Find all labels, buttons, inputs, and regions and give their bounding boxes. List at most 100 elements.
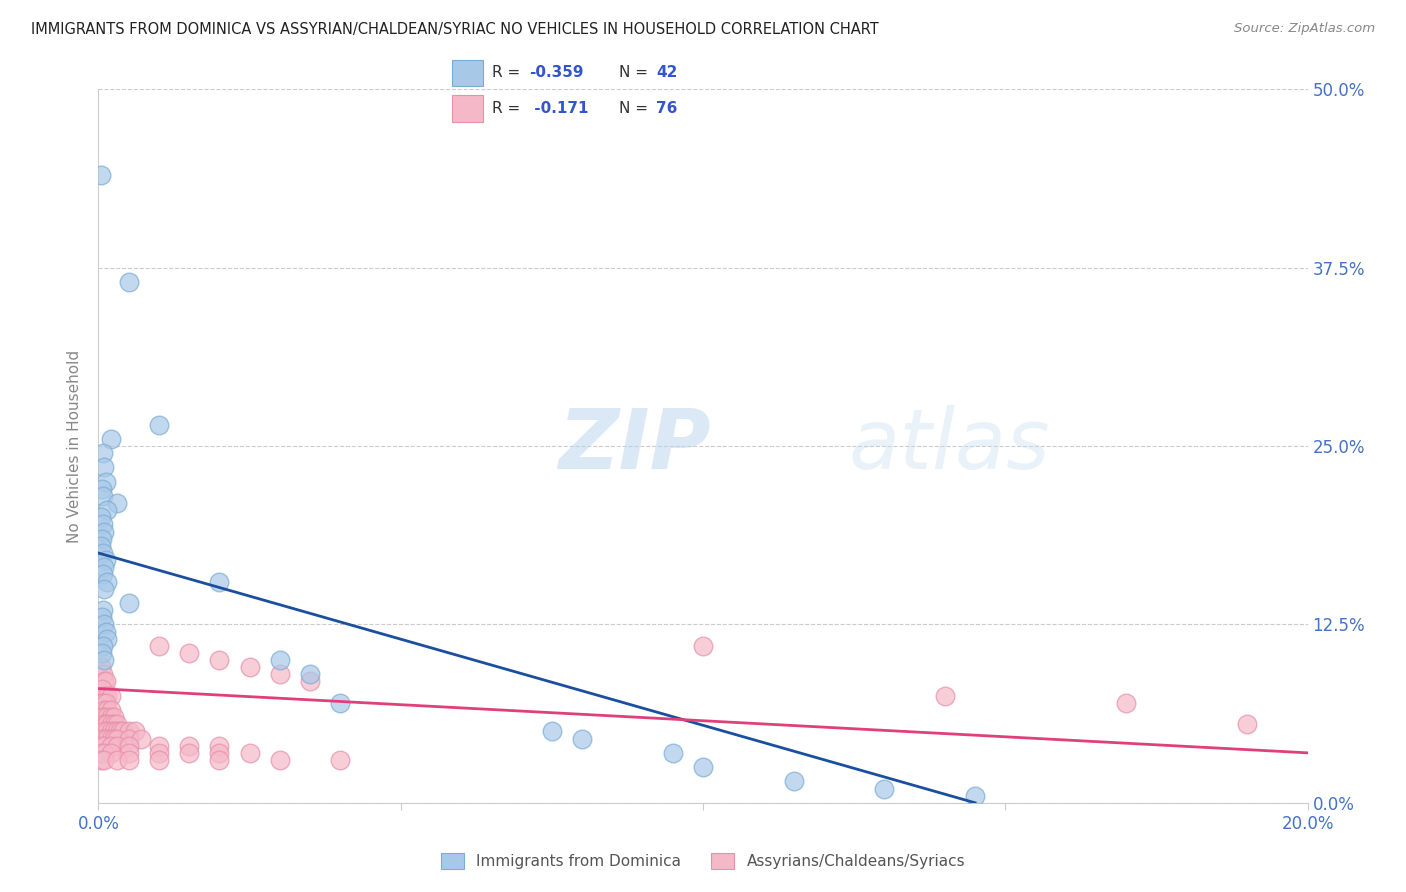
- Point: [94, 674, 117, 689]
- Point: [103, 710, 125, 724]
- Text: atlas: atlas: [848, 406, 1050, 486]
- Point: [91, 681, 114, 696]
- Point: [661, 746, 683, 760]
- Point: [239, 660, 262, 674]
- Point: [93, 524, 115, 539]
- Point: [90, 510, 112, 524]
- Text: 76: 76: [657, 101, 678, 116]
- Point: [90, 696, 112, 710]
- Point: [329, 753, 352, 767]
- Point: [100, 432, 122, 446]
- Point: [93, 560, 115, 574]
- Text: IMMIGRANTS FROM DOMINICA VS ASSYRIAN/CHALDEAN/SYRIAC NO VEHICLES IN HOUSEHOLD CO: IMMIGRANTS FROM DOMINICA VS ASSYRIAN/CHA…: [31, 22, 879, 37]
- Point: [100, 703, 122, 717]
- Point: [105, 724, 128, 739]
- Point: [93, 460, 115, 475]
- Point: [100, 739, 122, 753]
- Point: [94, 475, 117, 489]
- Point: [91, 482, 114, 496]
- Point: [93, 582, 115, 596]
- Point: [90, 753, 112, 767]
- Point: [100, 717, 122, 731]
- Point: [93, 617, 115, 632]
- Point: [91, 546, 114, 560]
- Point: [571, 731, 593, 746]
- Point: [91, 667, 114, 681]
- Point: [692, 760, 714, 774]
- Point: [93, 653, 115, 667]
- Point: [179, 646, 201, 660]
- Point: [96, 632, 118, 646]
- Point: [90, 739, 112, 753]
- Point: [91, 710, 114, 724]
- Point: [100, 746, 122, 760]
- Point: [148, 639, 170, 653]
- Point: [103, 731, 125, 746]
- Point: [91, 446, 114, 460]
- Point: [103, 724, 125, 739]
- Point: [1115, 696, 1137, 710]
- Point: [105, 731, 128, 746]
- Point: [118, 746, 141, 760]
- Point: [96, 731, 118, 746]
- Point: [108, 724, 131, 739]
- Point: [783, 774, 806, 789]
- Text: N =: N =: [619, 101, 652, 116]
- Point: [100, 689, 122, 703]
- FancyBboxPatch shape: [453, 95, 484, 122]
- Text: N =: N =: [619, 65, 652, 80]
- Point: [90, 746, 112, 760]
- Point: [96, 574, 118, 589]
- Point: [179, 739, 201, 753]
- Text: ZIP: ZIP: [558, 406, 710, 486]
- Point: [208, 653, 231, 667]
- Point: [91, 532, 114, 546]
- Point: [965, 789, 987, 803]
- Point: [90, 168, 112, 182]
- Point: [105, 753, 128, 767]
- Text: R =: R =: [492, 101, 526, 116]
- Point: [91, 567, 114, 582]
- Point: [179, 746, 201, 760]
- Point: [105, 496, 128, 510]
- Point: [91, 639, 114, 653]
- Point: [269, 667, 291, 681]
- Point: [91, 489, 114, 503]
- Point: [148, 417, 170, 432]
- Point: [96, 503, 118, 517]
- Text: Source: ZipAtlas.com: Source: ZipAtlas.com: [1234, 22, 1375, 36]
- Point: [93, 724, 115, 739]
- Point: [540, 724, 562, 739]
- Point: [90, 731, 112, 746]
- Point: [94, 696, 117, 710]
- Text: -0.359: -0.359: [530, 65, 583, 80]
- Point: [208, 574, 231, 589]
- Point: [1236, 717, 1258, 731]
- Point: [100, 731, 122, 746]
- Text: R =: R =: [492, 65, 526, 80]
- Point: [873, 781, 896, 796]
- Point: [269, 653, 291, 667]
- Point: [299, 667, 322, 681]
- Point: [91, 646, 114, 660]
- Point: [93, 710, 115, 724]
- Point: [96, 703, 118, 717]
- Point: [93, 739, 115, 753]
- Point: [299, 674, 322, 689]
- Point: [124, 724, 146, 739]
- Point: [329, 696, 352, 710]
- Point: [90, 660, 112, 674]
- Point: [96, 710, 118, 724]
- Point: [118, 753, 141, 767]
- Point: [91, 717, 114, 731]
- Point: [118, 596, 141, 610]
- Point: [118, 731, 141, 746]
- Point: [96, 717, 118, 731]
- Text: -0.171: -0.171: [530, 101, 589, 116]
- FancyBboxPatch shape: [453, 60, 484, 87]
- Point: [111, 724, 134, 739]
- Y-axis label: No Vehicles in Household: No Vehicles in Household: [67, 350, 83, 542]
- Point: [91, 517, 114, 532]
- Text: 42: 42: [657, 65, 678, 80]
- Point: [105, 717, 128, 731]
